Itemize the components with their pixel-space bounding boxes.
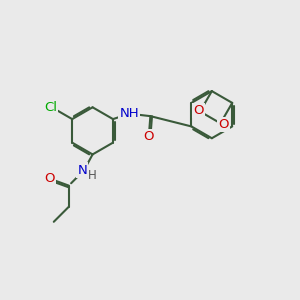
Text: O: O: [44, 172, 55, 185]
Text: NH: NH: [119, 107, 139, 120]
Text: Cl: Cl: [44, 101, 57, 114]
Text: H: H: [88, 169, 96, 182]
Text: N: N: [77, 164, 87, 176]
Text: O: O: [143, 130, 154, 143]
Text: O: O: [218, 118, 229, 131]
Text: O: O: [193, 104, 204, 117]
